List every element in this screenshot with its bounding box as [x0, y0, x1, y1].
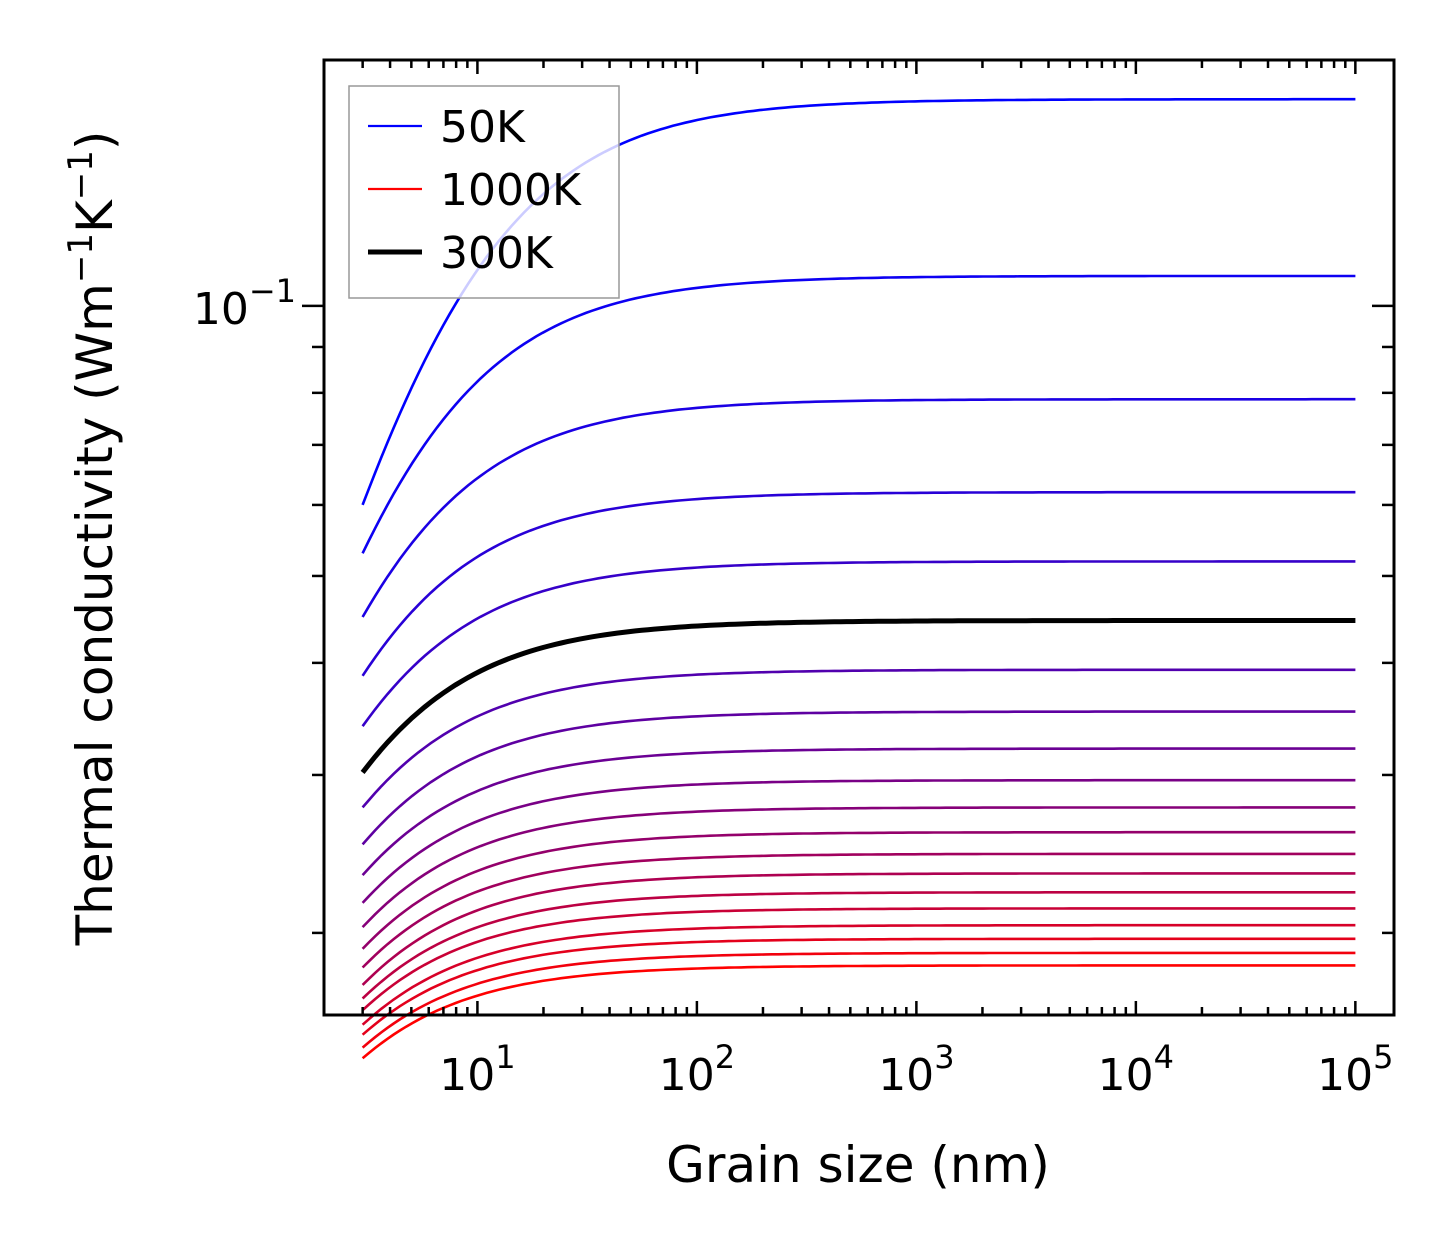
series-line-100k	[361, 274, 1356, 554]
series-line-950k	[361, 951, 1356, 1049]
plot-frame	[322, 58, 1396, 1017]
legend-box	[348, 85, 620, 299]
series-line-550k	[361, 806, 1356, 929]
series-layer	[360, 97, 1356, 1060]
y-axis-label-main: Thermal conductivity (Wm	[66, 283, 124, 946]
series-line-200k	[361, 490, 1356, 677]
series-line-450k	[361, 747, 1356, 876]
series-line-400k	[361, 710, 1356, 846]
series-line-800k	[361, 907, 1356, 1012]
x-axis-label: Grain size (nm)	[666, 1136, 1050, 1194]
x-tick-label: 105	[1317, 1038, 1393, 1101]
y-axis-label-end: )	[66, 131, 124, 151]
series-line-650k	[361, 852, 1356, 969]
x-tick-label: 103	[878, 1038, 954, 1101]
series-line-900k	[361, 937, 1356, 1036]
x-tick-label: 101	[439, 1038, 515, 1101]
tick-label-layer: 101 102 103 104 105 10−1	[193, 272, 1394, 1101]
series-line-150k	[361, 397, 1356, 618]
y-axis-label: Thermal conductivity (Wm−1K−1)	[61, 131, 124, 947]
series-line-700k	[361, 872, 1356, 986]
series-line-500k	[361, 778, 1356, 904]
legend-label-1000k: 1000K	[440, 165, 582, 216]
series-line-350k	[361, 668, 1356, 809]
series-line-600k	[361, 830, 1356, 950]
x-tick-label: 104	[1098, 1038, 1174, 1101]
y-axis-label-sup2: −1	[61, 150, 101, 200]
series-line-750k	[361, 890, 1356, 1000]
series-line-850k	[361, 923, 1356, 1026]
y-tick-label: 10−1	[193, 272, 296, 335]
series-line-300k	[360, 618, 1356, 774]
y-axis-label-mid: K	[66, 199, 124, 233]
x-tick-label: 102	[659, 1038, 735, 1101]
legend-label-300k: 300K	[440, 228, 554, 279]
series-line-1000k	[361, 964, 1356, 1060]
legend-label-50k: 50K	[440, 102, 526, 153]
legend: 50K 1000K 300K	[348, 85, 620, 299]
y-axis-label-sup1: −1	[61, 233, 101, 283]
series-line-250k	[361, 560, 1356, 727]
